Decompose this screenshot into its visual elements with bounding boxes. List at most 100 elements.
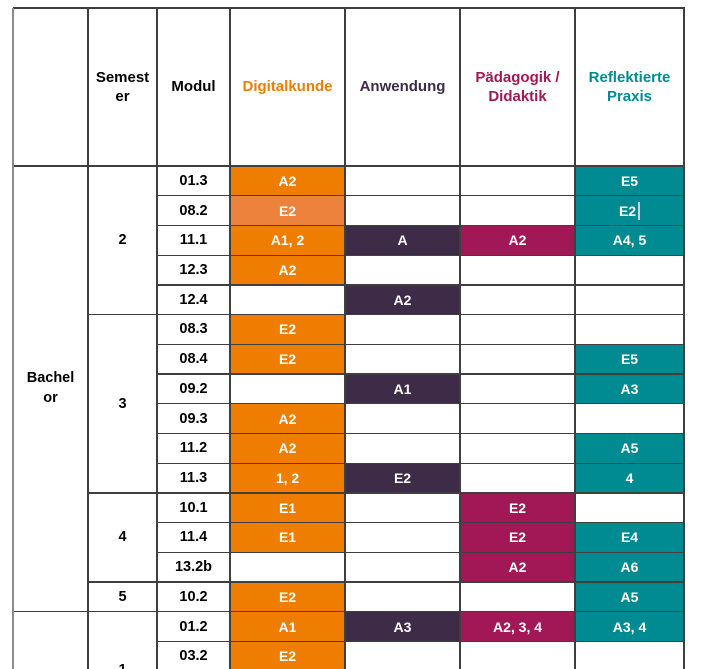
subject-cell-reflektierte_praxis[interactable]: 4 [575, 463, 684, 493]
grid-line-horizontal [157, 343, 685, 345]
modul-cell[interactable]: 03.2 [179, 648, 208, 665]
grid-line-horizontal [13, 7, 685, 9]
subject-cell-paedagogik[interactable]: E2 [460, 492, 575, 523]
column-header-semester[interactable]: Semester [88, 8, 157, 166]
cell-value: A2 [278, 172, 297, 189]
modul-cell[interactable]: 01.3 [179, 172, 208, 189]
semester-label-3[interactable]: 3 [118, 395, 127, 412]
subject-cell-reflektierte_praxis[interactable]: A4, 5 [575, 225, 684, 256]
cell-value: A2 [508, 232, 527, 249]
subject-cell-paedagogik[interactable]: E2 [460, 522, 575, 553]
modul-cell[interactable]: 09.2 [179, 380, 208, 397]
subject-cell-digitalkunde[interactable]: E1 [230, 522, 345, 553]
subject-cell-anwendung[interactable]: E2 [345, 463, 460, 493]
subject-cell-reflektierte_praxis[interactable]: E5 [575, 344, 684, 375]
subject-cell-digitalkunde[interactable]: 1, 2 [230, 463, 345, 493]
modul-cell[interactable]: 11.2 [179, 440, 208, 457]
grid-line-horizontal [88, 313, 685, 316]
grid-line-horizontal [13, 165, 685, 167]
corner-cell[interactable] [13, 8, 88, 166]
modul-cell[interactable]: 13.2b [174, 559, 213, 576]
subject-cell-anwendung[interactable]: A1 [345, 374, 460, 404]
subject-cell-reflektierte_praxis[interactable]: A6 [575, 552, 684, 583]
paedagogik-didaktik-header-label: Pädagogik / Didaktik [475, 68, 560, 106]
subject-cell-reflektierte_praxis[interactable]: A3, 4 [575, 611, 684, 642]
subject-cell-digitalkunde[interactable]: E2 [230, 344, 345, 375]
semester-label-5[interactable]: 5 [118, 588, 127, 605]
grid-line-vertical [344, 8, 346, 669]
column-header-reflektierte-praxis[interactable]: Reflektierte Praxis [575, 8, 684, 166]
cell-value: E1 [278, 499, 297, 516]
modul-cell[interactable]: 09.3 [179, 410, 208, 427]
subject-cell-paedagogik[interactable]: A2, 3, 4 [460, 611, 575, 642]
grid-line-vertical [683, 8, 685, 669]
modul-cell[interactable]: 11.3 [179, 470, 208, 487]
cell-value: E5 [620, 351, 639, 368]
subject-cell-digitalkunde[interactable]: E1 [230, 492, 345, 523]
subject-cell-reflektierte_praxis[interactable]: A3 [575, 374, 684, 404]
column-header-paedagogik-didaktik[interactable]: Pädagogik / Didaktik [460, 8, 575, 166]
cell-value: A3, 4 [612, 618, 647, 635]
modul-cell[interactable]: 12.3 [179, 262, 208, 279]
grid-line-horizontal [88, 581, 685, 583]
subject-cell-anwendung[interactable]: A2 [345, 284, 460, 315]
modul-cell[interactable]: 10.1 [179, 499, 208, 516]
modul-cell[interactable]: 11.4 [179, 529, 208, 546]
modul-cell[interactable]: 08.3 [179, 321, 208, 338]
subject-cell-digitalkunde[interactable]: A1, 2 [230, 225, 345, 256]
reflektierte-praxis-header-label: Reflektierte Praxis [588, 68, 671, 106]
grid-line-horizontal [157, 224, 685, 227]
grid-line-horizontal [157, 284, 685, 286]
modul-cell[interactable]: 08.4 [179, 351, 208, 368]
grid-line-vertical [12, 8, 14, 669]
subject-cell-reflektierte_praxis[interactable]: E4 [575, 522, 684, 553]
program-label: Bachelor [26, 370, 75, 406]
semester-label-2[interactable]: 2 [118, 232, 127, 249]
modul-cell[interactable]: 12.4 [179, 291, 208, 308]
subject-cell-digitalkunde[interactable]: E2 [230, 641, 345, 669]
subject-cell-reflektierte_praxis[interactable]: E2 [575, 195, 684, 226]
subject-cell-anwendung[interactable]: A3 [345, 611, 460, 642]
grid-line-horizontal [157, 462, 685, 464]
subject-cell-reflektierte_praxis[interactable]: A5 [575, 582, 684, 612]
cell-value: A2 [508, 559, 527, 576]
program-cell-bachelor[interactable]: Bachelor [13, 166, 88, 612]
column-header-anwendung[interactable]: Anwendung [345, 8, 460, 166]
cell-value: A1, 2 [270, 232, 305, 249]
cell-value: E2 [393, 470, 412, 487]
grid-line-horizontal [157, 254, 685, 256]
semester-label-4[interactable]: 4 [118, 529, 127, 546]
grid-line-horizontal [157, 521, 685, 524]
grid-line-horizontal [157, 195, 685, 197]
modul-cell[interactable]: 08.2 [179, 202, 208, 219]
subject-cell-digitalkunde[interactable]: E2 [230, 195, 345, 226]
subject-cell-digitalkunde[interactable]: A1 [230, 611, 345, 642]
subject-cell-reflektierte_praxis[interactable]: A5 [575, 433, 684, 464]
cell-value: E1 [278, 529, 297, 546]
subject-cell-reflektierte_praxis[interactable]: E5 [575, 166, 684, 196]
subject-cell-digitalkunde[interactable]: A2 [230, 403, 345, 434]
subject-cell-digitalkunde[interactable]: A2 [230, 433, 345, 464]
subject-cell-anwendung[interactable]: A [345, 225, 460, 256]
subject-cell-digitalkunde[interactable]: A2 [230, 255, 345, 285]
cell-value: A6 [620, 559, 639, 576]
modul-cell[interactable]: 10.2 [179, 588, 208, 605]
cell-value: A1 [393, 380, 412, 397]
grid-line-vertical [156, 8, 158, 669]
modul-cell[interactable]: 01.2 [179, 618, 208, 635]
grid-line-horizontal [157, 373, 685, 375]
subject-cell-digitalkunde[interactable]: E2 [230, 582, 345, 612]
column-header-digitalkunde[interactable]: Digitalkunde [230, 8, 345, 166]
column-header-modul[interactable]: Modul [157, 8, 230, 166]
grid-line-horizontal [157, 551, 685, 553]
grid-line-horizontal [13, 611, 685, 613]
subject-cell-paedagogik[interactable]: A2 [460, 225, 575, 256]
semester-label-1[interactable]: 1 [88, 658, 157, 669]
cell-value: A2 [278, 410, 297, 427]
subject-cell-digitalkunde[interactable]: A2 [230, 166, 345, 196]
modul-cell[interactable]: 11.1 [179, 232, 208, 249]
subject-cell-paedagogik[interactable]: A2 [460, 552, 575, 583]
subject-cell-digitalkunde[interactable]: E2 [230, 314, 345, 345]
cell-value: A4, 5 [612, 232, 647, 249]
text-cursor [638, 201, 641, 220]
